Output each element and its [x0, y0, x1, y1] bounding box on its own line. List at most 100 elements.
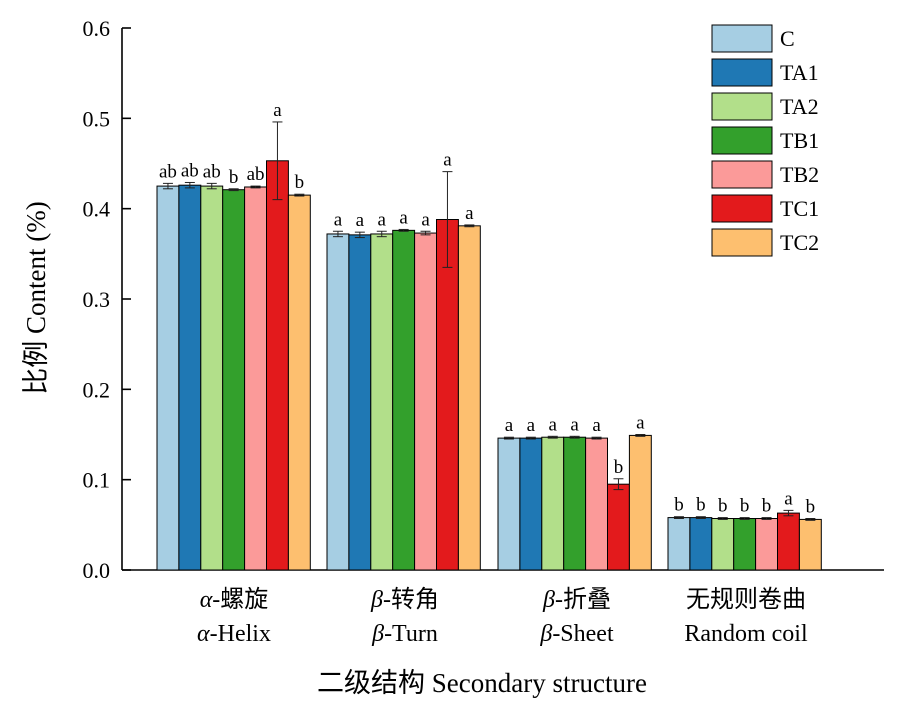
- x-category-label: β-折叠: [542, 586, 611, 613]
- x-category-labels: α-螺旋α-Helixβ-转角β-Turnβ-折叠β-Sheet无规则卷曲Ran…: [197, 586, 808, 647]
- significance-label: a: [273, 100, 282, 121]
- bar-c-2: [497, 437, 521, 571]
- bar-c-1: [326, 233, 350, 571]
- category-text: -转角: [383, 586, 439, 613]
- y-ticks: 0.0 0.1 0.2 0.3 0.4 0.5 0.6: [83, 16, 131, 583]
- bar-tb2-1: [414, 232, 438, 571]
- significance-label: b: [674, 495, 684, 516]
- significance-label: ab: [181, 160, 199, 181]
- x-category-label: Random coil: [684, 621, 808, 647]
- category-greek-prefix: α: [197, 621, 210, 647]
- legend-label: TA2: [780, 94, 819, 119]
- significance-label: b: [614, 457, 624, 478]
- legend-label: TC2: [780, 230, 819, 255]
- x-category-label: β-转角: [370, 586, 439, 613]
- category-greek-prefix: β: [371, 621, 384, 647]
- significance-label: a: [421, 209, 430, 230]
- x-category-label: α-Helix: [197, 621, 271, 647]
- y-tick-label: 0.1: [83, 468, 111, 493]
- bar-tc1-1: [436, 219, 459, 571]
- significance-label: ab: [203, 161, 221, 182]
- significance-label: a: [399, 207, 408, 228]
- category-greek-prefix: α: [200, 587, 213, 613]
- bar-tc2-0: [287, 194, 311, 571]
- bar-c-0: [156, 185, 180, 571]
- bar-tb2-0: [244, 186, 268, 571]
- significance-label: b: [229, 167, 239, 188]
- significance-label: ab: [159, 161, 177, 182]
- bar-ta1-2: [519, 437, 543, 571]
- x-category-label: β-Sheet: [539, 621, 614, 647]
- bar-tb1-1: [392, 229, 416, 571]
- y-axis-title: 比例 Content (%): [21, 201, 51, 394]
- bar-tb2-2: [585, 437, 608, 571]
- bar-ta1-0: [178, 184, 202, 571]
- y-tick-label: 0.3: [83, 287, 111, 312]
- significance-label: b: [718, 496, 728, 517]
- bar-ta1-1: [348, 234, 372, 571]
- significance-label: b: [806, 497, 816, 518]
- category-greek-prefix: β: [539, 621, 552, 647]
- y-tick-label: 0.4: [83, 197, 111, 222]
- bar-tc1-2: [607, 483, 630, 571]
- significance-label: a: [356, 210, 365, 231]
- legend-label: TB1: [780, 128, 819, 153]
- bar-ta2-1: [370, 233, 394, 571]
- category-text: -Sheet: [552, 621, 614, 647]
- category-text: Random coil: [684, 621, 808, 647]
- significance-label: a: [592, 415, 601, 436]
- legend-swatch-tb2: [711, 160, 773, 189]
- legend: C TA1 TA2 TB1 TB2 TC1 TC2: [711, 24, 819, 257]
- x-axis-title: 二级结构 Secondary structure: [317, 668, 647, 698]
- significance-label: a: [443, 150, 452, 171]
- category-greek-prefix: β: [370, 587, 383, 613]
- bar-tb1-2: [563, 436, 587, 571]
- bar-tc2-2: [628, 434, 652, 571]
- category-text: -Turn: [384, 621, 438, 647]
- legend-swatch-ta2: [711, 92, 773, 121]
- significance-label: a: [505, 415, 514, 436]
- legend-swatch-tb1: [711, 126, 773, 155]
- significance-label: a: [465, 203, 474, 224]
- significance-label: a: [378, 209, 387, 230]
- bar-ta2-2: [541, 436, 565, 571]
- bar-c-3: [667, 517, 691, 571]
- significance-label: a: [549, 414, 558, 435]
- legend-swatch-ta1: [711, 58, 773, 87]
- significance-label: b: [740, 496, 750, 517]
- category-text: -螺旋: [212, 586, 268, 613]
- legend-label: TC1: [780, 196, 819, 221]
- legend-swatch-c: [711, 24, 773, 53]
- bar-tb1-0: [222, 189, 246, 571]
- y-tick-label: 0.0: [83, 558, 111, 583]
- significance-label: a: [334, 209, 343, 230]
- bar-ta2-0: [200, 185, 224, 571]
- bar-tc2-3: [798, 518, 822, 571]
- y-tick-label: 0.5: [83, 106, 111, 131]
- significance-label: b: [295, 172, 305, 193]
- y-tick-label: 0.6: [83, 16, 111, 41]
- category-text: 无规则卷曲: [686, 586, 806, 613]
- legend-swatch-tc2: [711, 228, 773, 257]
- category-text: -折叠: [555, 586, 611, 613]
- legend-label: C: [780, 26, 795, 51]
- significance-label: a: [527, 415, 536, 436]
- legend-label: TA1: [780, 60, 819, 85]
- bar-tb2-3: [755, 518, 778, 571]
- significance-label: ab: [247, 164, 265, 185]
- legend-swatch-tc1: [711, 194, 773, 223]
- x-category-label: β-Turn: [371, 621, 438, 647]
- significance-label: a: [784, 488, 793, 509]
- significance-label: a: [570, 414, 579, 435]
- bar-ta2-3: [711, 518, 735, 571]
- category-text: -Helix: [210, 621, 271, 647]
- bar-tc1-0: [266, 160, 289, 571]
- bar-tc1-3: [777, 512, 800, 571]
- bar-tc2-1: [457, 225, 481, 571]
- category-greek-prefix: β: [542, 587, 555, 613]
- y-tick-label: 0.2: [83, 377, 111, 402]
- x-category-label: 无规则卷曲: [686, 586, 806, 613]
- significance-label: a: [636, 413, 645, 434]
